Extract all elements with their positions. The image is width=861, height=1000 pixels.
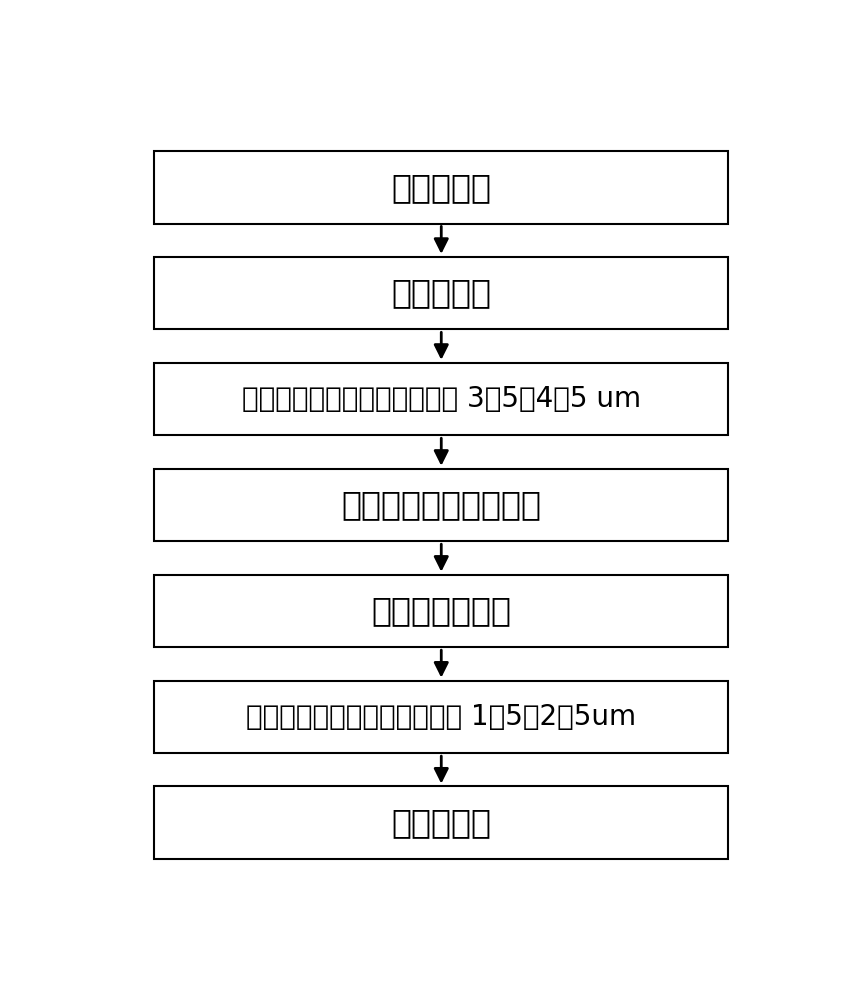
Bar [154, 681, 728, 753]
Text: 去除硬掩膜: 去除硬掩膜 [391, 806, 492, 839]
Bar [154, 257, 728, 329]
Bar [154, 786, 728, 859]
Text: 第一次沟槽刻蚀，刻蚀深度为 3．5～4．5 um: 第一次沟槽刻蚀，刻蚀深度为 3．5～4．5 um [242, 385, 641, 413]
Text: 第二次沟槽刻蚀，刻蚀深度为 1．5～2．5um: 第二次沟槽刻蚀，刻蚀深度为 1．5～2．5um [246, 703, 636, 731]
Bar [154, 151, 728, 224]
Bar [154, 575, 728, 647]
Text: 电荷存储层推阱: 电荷存储层推阱 [371, 594, 511, 627]
Bar [154, 363, 728, 435]
Text: 定义硬掩膜: 定义硬掩膜 [391, 277, 492, 310]
Bar [154, 469, 728, 541]
Text: 形成截止环: 形成截止环 [391, 171, 492, 204]
Text: 自对准注入电荷存储层: 自对准注入电荷存储层 [341, 488, 542, 521]
